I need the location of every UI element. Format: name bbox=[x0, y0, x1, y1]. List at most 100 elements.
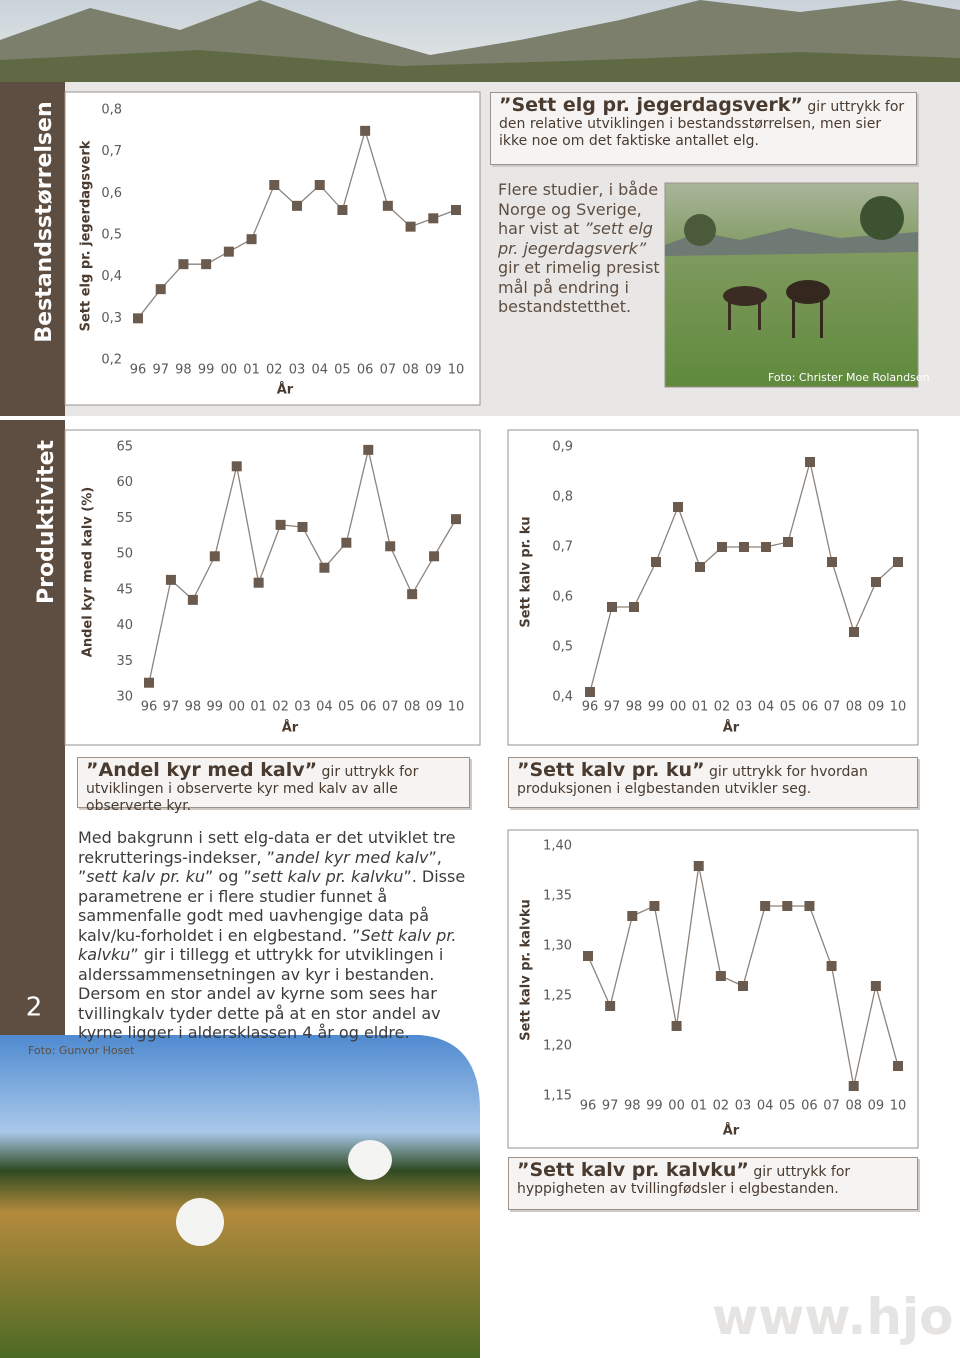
x-tick-label: 02 bbox=[714, 700, 731, 715]
x-tick-label: 00 bbox=[668, 1099, 685, 1114]
cotton-grass bbox=[176, 1198, 224, 1246]
data-point bbox=[739, 542, 749, 552]
y-tick-label: 40 bbox=[116, 618, 133, 633]
x-tick-label: 01 bbox=[250, 700, 267, 715]
data-point bbox=[849, 627, 859, 637]
data-point bbox=[738, 981, 748, 991]
y-tick-label: 0,4 bbox=[101, 269, 122, 284]
y-axis-label: Sett elg pr. jegerdagsverk bbox=[79, 140, 94, 331]
x-tick-label: 98 bbox=[624, 1099, 641, 1114]
x-tick-label: 99 bbox=[646, 1099, 663, 1114]
y-tick-label: 1,25 bbox=[543, 989, 572, 1004]
data-point bbox=[761, 542, 771, 552]
data-point bbox=[826, 961, 837, 971]
data-point bbox=[201, 259, 212, 270]
data-point bbox=[649, 901, 660, 911]
x-tick-label: 05 bbox=[779, 1099, 796, 1114]
data-point bbox=[428, 213, 439, 224]
x-tick-label: 99 bbox=[648, 700, 665, 715]
y-tick-label: 0,8 bbox=[552, 490, 573, 505]
data-point bbox=[760, 901, 771, 911]
chart-frame bbox=[507, 429, 919, 746]
data-point bbox=[651, 557, 661, 567]
x-tick-label: 02 bbox=[272, 700, 289, 715]
y-tick-label: 55 bbox=[116, 511, 133, 526]
data-point bbox=[341, 537, 352, 548]
data-point bbox=[715, 971, 726, 981]
y-tick-label: 0,9 bbox=[552, 440, 573, 455]
photo-credit: Foto: Christer Moe Rolandsen bbox=[768, 371, 930, 384]
y-tick-label: 1,40 bbox=[543, 839, 572, 854]
data-point bbox=[848, 1081, 859, 1091]
x-tick-label: 08 bbox=[404, 700, 421, 715]
data-point bbox=[827, 557, 837, 567]
data-point bbox=[671, 1021, 682, 1031]
data-point bbox=[782, 901, 793, 911]
text-run: gir et rimelig presist mål på endring i … bbox=[498, 258, 660, 316]
x-tick-label: 07 bbox=[824, 700, 841, 715]
data-point bbox=[607, 602, 617, 612]
x-tick-label: 08 bbox=[402, 363, 419, 378]
x-tick-label: 98 bbox=[185, 700, 202, 715]
y-tick-label: 0,5 bbox=[552, 640, 573, 655]
data-point bbox=[893, 557, 903, 567]
x-tick-label: 08 bbox=[845, 1099, 862, 1114]
y-tick-label: 35 bbox=[116, 654, 133, 669]
data-point bbox=[407, 589, 418, 600]
y-axis-label: Sett kalv pr. ku bbox=[519, 516, 534, 627]
x-tick-label: 05 bbox=[780, 700, 797, 715]
data-point bbox=[893, 1061, 903, 1071]
y-tick-label: 1,15 bbox=[543, 1089, 572, 1104]
intro-paragraph: Flere studier, i både Norge og Sverige, … bbox=[498, 180, 660, 317]
data-point bbox=[451, 205, 461, 215]
x-tick-label: 02 bbox=[266, 363, 283, 378]
text-run: Sett kalv pr. kalvku bbox=[78, 925, 457, 965]
data-point bbox=[292, 200, 302, 211]
caption-text: gir uttrykk for den relative utviklingen… bbox=[499, 99, 905, 149]
y-tick-label: 1,30 bbox=[543, 939, 572, 954]
caption-box: ”Andel kyr med kalv” gir uttrykk for utv… bbox=[77, 757, 470, 814]
data-point bbox=[870, 981, 881, 991]
x-tick-label: 04 bbox=[757, 1099, 774, 1114]
x-tick-label: 00 bbox=[221, 363, 238, 378]
photo-credit: Foto: Gunvor Hoset bbox=[28, 1044, 135, 1057]
y-tick-label: 0,6 bbox=[101, 186, 122, 201]
cotton-grass-photo bbox=[0, 1035, 480, 1358]
data-point bbox=[717, 542, 727, 552]
sidebar-band bbox=[0, 420, 65, 1035]
caption-title: ”Sett kalv pr. kalvku” bbox=[517, 1159, 749, 1181]
data-point bbox=[178, 259, 189, 270]
y-tick-label: 60 bbox=[116, 475, 133, 490]
data-point bbox=[451, 514, 461, 525]
x-tick-label: 07 bbox=[382, 700, 399, 715]
text-run: Flere studier, i både Norge og Sverige, … bbox=[498, 180, 659, 238]
x-axis-label: År bbox=[723, 720, 740, 736]
data-point bbox=[253, 577, 264, 588]
x-axis-label: År bbox=[723, 1123, 740, 1139]
data-point bbox=[805, 457, 815, 467]
data-point bbox=[363, 444, 374, 455]
y-tick-label: 0,6 bbox=[552, 590, 573, 605]
x-tick-label: 05 bbox=[338, 700, 355, 715]
y-tick-label: 30 bbox=[116, 690, 133, 705]
data-point bbox=[583, 951, 593, 961]
x-tick-label: 04 bbox=[316, 700, 333, 715]
body-paragraph: Med bakgrunn i sett elg-data er det utvi… bbox=[78, 828, 480, 1043]
x-tick-label: 10 bbox=[448, 363, 465, 378]
x-tick-label: 03 bbox=[289, 363, 306, 378]
caption-text: gir uttrykk for utviklingen i observerte… bbox=[86, 764, 419, 814]
y-tick-label: 0,4 bbox=[552, 690, 573, 705]
caption-box: ”Sett elg pr. jegerdagsverk” gir uttrykk… bbox=[490, 92, 917, 165]
x-tick-label: 09 bbox=[868, 1099, 885, 1114]
cotton-grass bbox=[348, 1140, 392, 1180]
caption-title: ”Sett kalv pr. ku” bbox=[517, 759, 705, 781]
x-tick-label: 00 bbox=[228, 700, 245, 715]
x-tick-label: 06 bbox=[802, 700, 819, 715]
data-point bbox=[275, 519, 286, 530]
x-tick-label: 97 bbox=[163, 700, 180, 715]
caption-title: ”Sett elg pr. jegerdagsverk” bbox=[499, 94, 803, 116]
x-tick-label: 04 bbox=[758, 700, 775, 715]
text-run: andel kyr med kalv bbox=[274, 847, 429, 867]
